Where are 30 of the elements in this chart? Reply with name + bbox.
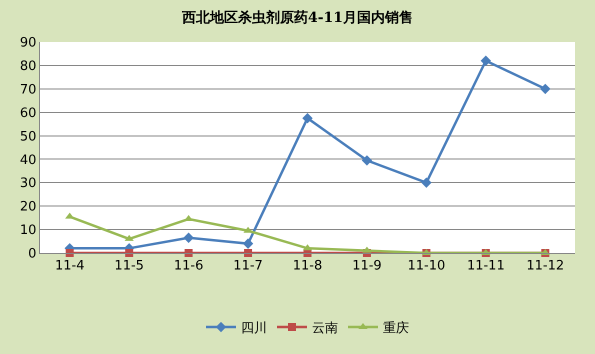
point <box>302 112 313 124</box>
y-tick-label: 50 <box>20 129 36 144</box>
x-tick-label: 11-8 <box>292 258 322 274</box>
y-tick-label: 70 <box>20 82 36 98</box>
y-tick-label: 20 <box>20 200 36 215</box>
x-tick-label: 11-6 <box>174 258 204 274</box>
y-tick-label: 40 <box>20 152 36 168</box>
point <box>242 238 254 249</box>
x-tick-label: 11-10 <box>408 258 446 274</box>
y-tick-label: 60 <box>20 106 36 121</box>
y-tick-label: 80 <box>20 58 36 74</box>
point <box>540 84 550 94</box>
legend-label: 云南 <box>312 321 338 336</box>
x-tick-label: 11-4 <box>54 258 84 274</box>
point <box>421 177 432 188</box>
y-tick-label: 30 <box>20 176 36 192</box>
legend-label: 四川 <box>241 321 267 336</box>
y-tick-label: 90 <box>20 36 36 51</box>
point <box>183 232 194 243</box>
point <box>362 155 372 166</box>
x-tick-label: 11-9 <box>352 258 382 274</box>
y-tick-label: 10 <box>20 223 36 238</box>
x-tick-label: 11-12 <box>526 258 564 274</box>
point <box>480 56 492 66</box>
x-tick-label: 11-7 <box>233 258 263 274</box>
y-tick-label: 0 <box>28 246 36 262</box>
legend-label: 重庆 <box>383 321 409 336</box>
x-tick-label: 11-11 <box>466 258 505 274</box>
x-tick-label: 11-5 <box>114 258 144 274</box>
chart-title: 西北地区杀虫剂原药4-11月国内销售 <box>180 9 414 26</box>
